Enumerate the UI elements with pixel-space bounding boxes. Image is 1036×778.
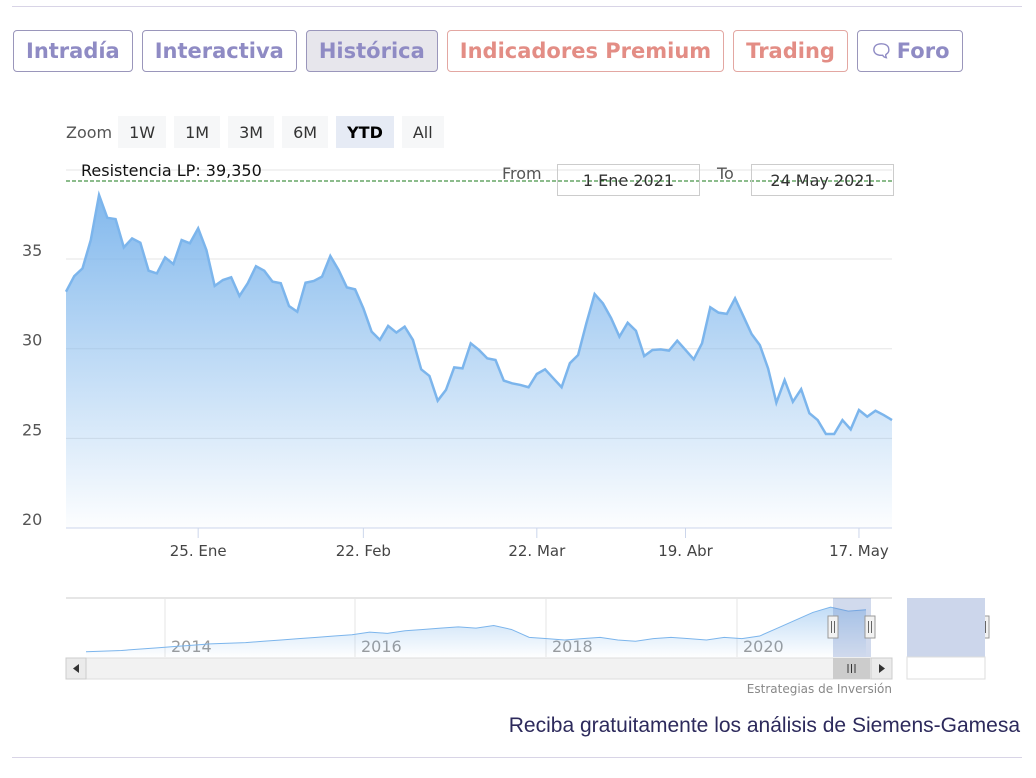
range-to-label: To: [717, 164, 734, 183]
promo-link[interactable]: Reciba gratuitamente los análisis de Sie…: [508, 714, 1020, 737]
zoom-button-3m[interactable]: 3M: [228, 116, 275, 148]
x-tick-label: 17. May: [829, 542, 889, 560]
tab-label: Intradía: [26, 39, 120, 63]
tab-trading[interactable]: Trading: [733, 30, 848, 72]
tab-indicadores-premium[interactable]: Indicadores Premium: [446, 30, 725, 72]
bottom-divider: [12, 757, 1022, 758]
arrow-left-icon: [73, 664, 79, 673]
tab-label: Trading: [746, 39, 835, 63]
zoom-button-ytd[interactable]: YTD: [336, 116, 394, 148]
navigator-extra-box: [906, 656, 986, 680]
tab-label: Indicadores Premium: [459, 39, 712, 63]
x-tick-label: 19. Abr: [658, 542, 713, 560]
tab-hist-rica[interactable]: Histórica: [305, 30, 438, 72]
tab-label: Interactiva: [154, 39, 284, 63]
tab-intrad-a[interactable]: Intradía: [13, 30, 133, 72]
zoom-button-6m[interactable]: 6M: [282, 116, 329, 148]
navigator-left-handle[interactable]: [827, 615, 839, 639]
scrollbar-track[interactable]: [65, 657, 893, 680]
arrow-right-icon: [879, 664, 885, 673]
price-area: [66, 195, 892, 528]
zoom-button-1m[interactable]: 1M: [174, 116, 221, 148]
resistance-label: Resistencia LP: 39,350: [81, 161, 262, 180]
navigator-area: [86, 607, 866, 657]
chat-bubbles-icon: 🗨: [869, 40, 893, 62]
x-tick-label: 25. Ene: [170, 542, 227, 560]
y-tick-label: 25: [22, 420, 42, 439]
chart-type-tabs: Intradía Interactiva Histórica Indicadores …: [13, 30, 963, 72]
navigator-right-handle[interactable]: [864, 615, 876, 639]
x-tick-label: 22. Mar: [508, 542, 566, 560]
zoom-button-1w[interactable]: 1W: [118, 116, 167, 148]
navigator-extra-mask: [907, 598, 985, 657]
top-divider: [12, 6, 1022, 7]
tab-label: Histórica: [318, 39, 425, 63]
zoom-selector: Zoom 1W 1M 3M 6M YTD All: [66, 116, 452, 148]
tab-interactiva[interactable]: Interactiva: [141, 30, 297, 72]
zoom-label: Zoom: [66, 122, 113, 142]
y-tick-label: 30: [22, 331, 42, 350]
range-from-input[interactable]: 1 Ene 2021: [557, 164, 700, 196]
range-to-input[interactable]: 24 May 2021: [751, 164, 894, 196]
y-tick-label: 35: [22, 241, 42, 260]
range-from-label: From: [502, 164, 542, 183]
y-tick-label: 20: [22, 510, 42, 529]
price-line: [64, 190, 893, 436]
navigator-line: [85, 606, 867, 653]
x-tick-label: 22. Feb: [336, 542, 391, 560]
zoom-button-all[interactable]: All: [401, 116, 444, 148]
tab-label: Foro: [896, 39, 950, 63]
chart-credit[interactable]: Estrategias de Inversión: [746, 682, 892, 696]
tab-foro[interactable]: 🗨 Foro: [856, 30, 963, 72]
